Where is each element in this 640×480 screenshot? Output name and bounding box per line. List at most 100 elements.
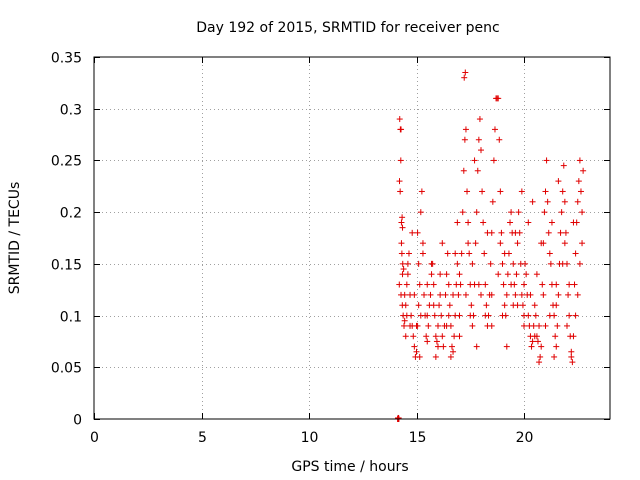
data-point: [572, 250, 579, 257]
data-point: [400, 266, 407, 273]
y-tick-label: 0: [73, 413, 82, 429]
data-point: [450, 291, 457, 298]
data-point: [495, 95, 502, 102]
data-point: [397, 188, 404, 195]
data-point: [555, 291, 562, 298]
x-tick-label: 10: [301, 430, 319, 446]
data-point: [508, 209, 515, 216]
data-point: [443, 322, 450, 329]
data-point: [416, 353, 423, 360]
data-point: [501, 250, 508, 257]
data-point: [452, 250, 459, 257]
data-point: [538, 240, 545, 247]
data-point: [512, 291, 519, 298]
data-point: [417, 209, 424, 216]
data-point: [532, 312, 539, 319]
data-point: [531, 302, 538, 309]
data-point: [545, 229, 552, 236]
data-point: [497, 240, 504, 247]
data-point: [428, 260, 435, 267]
data-point: [468, 302, 475, 309]
x-tick-label: 20: [516, 430, 534, 446]
data-point: [489, 198, 496, 205]
data-point: [428, 271, 435, 278]
data-point: [397, 157, 404, 164]
data-point: [541, 209, 548, 216]
data-point: [424, 312, 431, 319]
data-point: [510, 302, 517, 309]
data-point: [398, 219, 405, 226]
y-tick-label: 0.1: [60, 310, 82, 326]
data-point: [455, 291, 462, 298]
data-point: [500, 281, 507, 288]
data-point: [396, 116, 403, 123]
data-point: [503, 291, 510, 298]
data-point: [476, 116, 483, 123]
data-point: [521, 322, 527, 329]
data-point: [479, 188, 486, 195]
data-point: [405, 250, 412, 257]
data-point: [554, 322, 561, 329]
data-point: [465, 240, 472, 247]
data-point: [456, 333, 463, 340]
data-point: [552, 333, 559, 340]
data-point: [546, 312, 553, 319]
data-point: [531, 333, 538, 340]
data-point: [490, 157, 497, 164]
data-point: [396, 178, 403, 185]
data-point: [572, 312, 579, 319]
data-point: [528, 343, 535, 350]
data-point: [475, 281, 482, 288]
data-point: [430, 281, 437, 288]
data-point: [473, 209, 480, 216]
y-tick-label: 0.15: [51, 258, 82, 274]
data-point: [560, 162, 567, 169]
data-point: [577, 188, 584, 195]
data-point: [415, 302, 422, 309]
data-point: [525, 219, 532, 226]
data-point: [439, 333, 446, 340]
data-point: [570, 219, 577, 226]
data-point: [456, 271, 463, 278]
data-point: [396, 281, 403, 288]
data-point: [504, 271, 511, 278]
data-point: [417, 312, 424, 319]
data-point: [410, 333, 417, 340]
data-point: [414, 229, 421, 236]
data-point: [507, 219, 514, 226]
data-point: [445, 281, 452, 288]
data-point: [459, 209, 466, 216]
data-point: [456, 312, 463, 319]
data-point: [469, 322, 476, 329]
data-point: [488, 322, 495, 329]
data-point: [543, 157, 550, 164]
data-point: [444, 250, 451, 257]
data-point: [533, 271, 540, 278]
data-point: [469, 260, 476, 267]
data-point: [495, 271, 502, 278]
y-tick-label: 0.2: [60, 206, 82, 222]
data-point: [557, 229, 564, 236]
data-point: [481, 250, 488, 257]
data-point: [399, 224, 406, 231]
data-point: [404, 271, 411, 278]
y-tick-label: 0.05: [51, 361, 82, 377]
data-point: [454, 219, 461, 226]
data-point: [403, 281, 410, 288]
data-point: [419, 240, 426, 247]
data-point: [553, 343, 560, 350]
data-point: [461, 136, 468, 143]
data-point: [432, 353, 439, 360]
data-point: [440, 343, 447, 350]
data-point: [478, 291, 484, 298]
data-point: [466, 250, 473, 257]
data-point: [415, 260, 422, 267]
data-point: [575, 178, 582, 185]
data-point: [471, 157, 478, 164]
data-point: [569, 359, 576, 366]
data-point: [576, 260, 583, 267]
data-point: [443, 271, 450, 278]
data-point: [553, 302, 560, 309]
data-point: [529, 198, 536, 205]
data-point: [546, 250, 553, 257]
